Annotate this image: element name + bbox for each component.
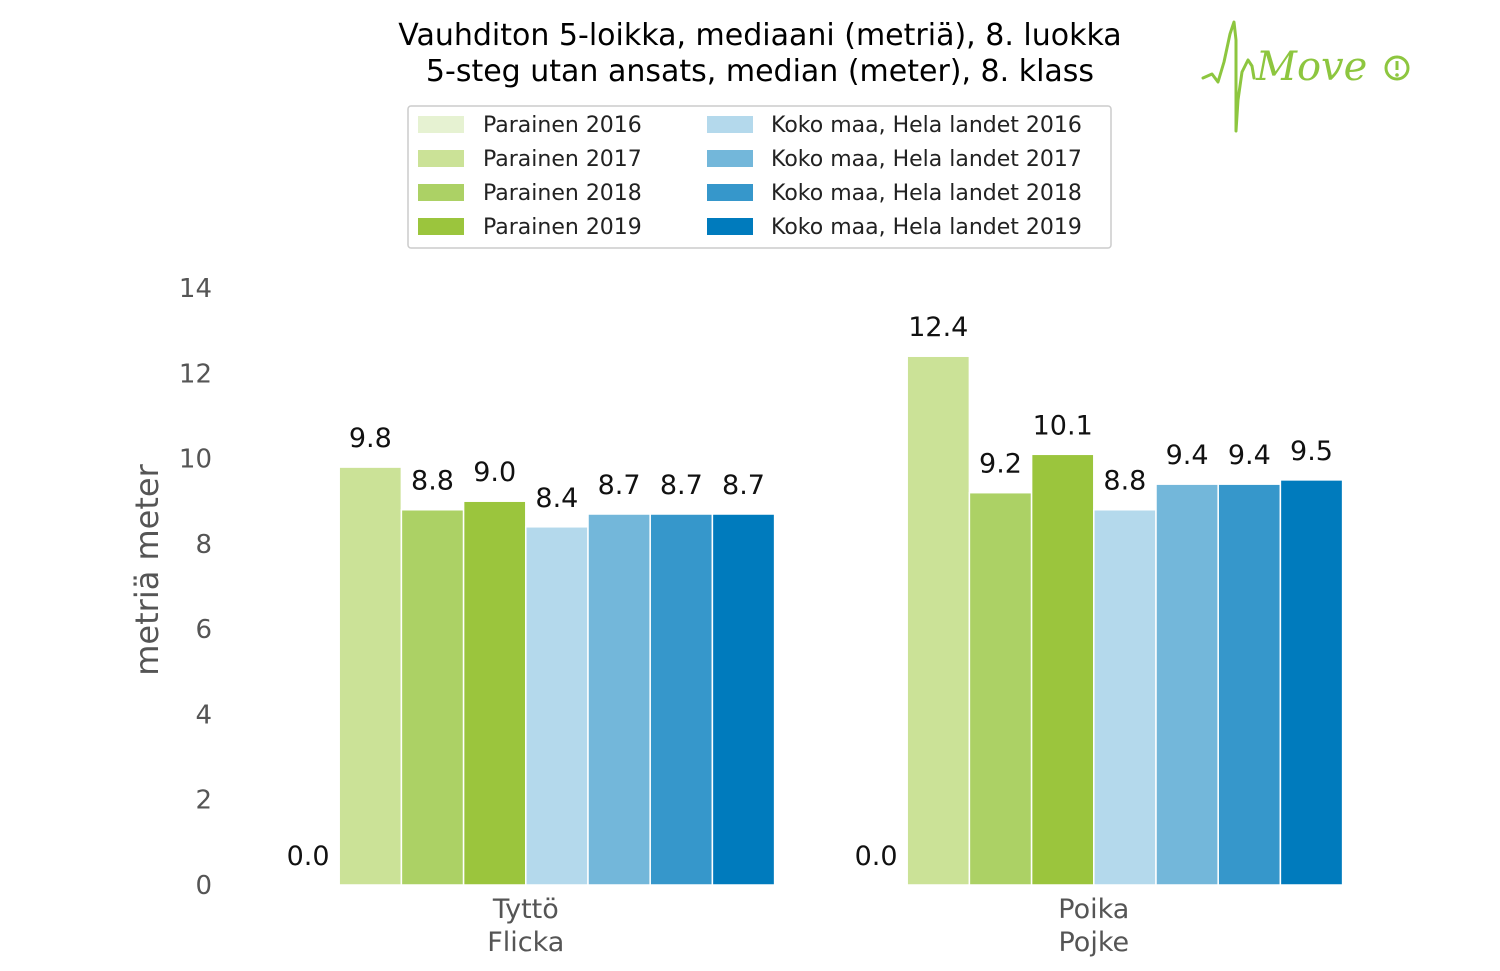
value-label-2-8: 9.5 [1290,436,1333,467]
value-label-2-5: 8.8 [1103,466,1146,497]
move-logo-icon [1201,20,1256,133]
value-label-1-7: 8.7 [660,470,703,501]
legend-swatch-5 [707,116,753,133]
y-axis-label: metriä meter [128,463,166,675]
bars [338,355,1344,886]
bar-1-2 [338,466,403,886]
exclamation-dot [1395,73,1399,77]
move-logo: Move [1201,20,1410,133]
value-label-2-1: 0.0 [855,841,898,872]
value-label-2-6: 9.4 [1166,440,1209,471]
bar-1-4 [462,500,527,886]
legend-label-1: Parainen 2016 [483,113,642,138]
legend: Parainen 2016 Parainen 2017 Parainen 2018 P… [407,105,1112,249]
y-axis: 0 2 4 6 8 10 12 14 metriä meter [128,274,212,901]
y-tick-label: 12 [179,359,212,389]
value-label-2-7: 9.4 [1228,440,1271,471]
title-line-2: 5-steg utan ansats, median (meter), 8. k… [426,54,1094,89]
bar-2-2 [906,355,971,886]
legend-label-2: Parainen 2017 [483,147,642,172]
y-tick-label: 10 [179,445,212,475]
value-label-1-6: 8.7 [598,470,641,501]
exclamation-circle-icon [1384,55,1410,81]
bar-1-6 [587,513,651,886]
y-tick-label: 14 [179,274,212,304]
legend-label-8: Koko maa, Hela landet 2019 [771,215,1082,240]
bar-2-4 [1030,453,1095,886]
value-label-1-4: 9.0 [473,457,516,488]
bar-1-7 [649,513,714,886]
value-label-1-1: 0.0 [287,841,330,872]
bar-1-5 [525,526,589,886]
legend-swatch-8 [707,218,753,235]
x-category-label: Tyttö [492,894,559,925]
legend-label-7: Koko maa, Hela landet 2018 [771,181,1082,206]
legend-swatch-3 [418,184,464,201]
x-category-label: Poika [1058,894,1129,925]
y-tick-label: 8 [195,530,212,560]
legend-label-5: Koko maa, Hela landet 2016 [771,113,1082,138]
value-label-1-3: 8.8 [411,466,454,497]
y-tick-label: 6 [195,615,212,645]
move-logo-text: Move [1255,44,1367,90]
legend-swatch-7 [707,184,753,201]
legend-label-4: Parainen 2019 [483,215,642,240]
value-label-2-2: 12.4 [908,312,968,343]
y-tick-label: 4 [195,700,212,730]
value-label-2-4: 10.1 [1033,410,1093,441]
bar-1-8 [711,513,776,886]
value-label-1-8: 8.7 [722,470,765,501]
bar-2-7 [1217,483,1282,886]
x-category-sublabel: Flicka [487,927,564,958]
legend-label-6: Koko maa, Hela landet 2017 [771,147,1082,172]
legend-swatch-6 [707,150,753,167]
legend-label-3: Parainen 2018 [483,181,642,206]
bar-2-8 [1279,479,1344,886]
x-category-sublabel: Pojke [1058,927,1129,958]
title-line-1: Vauhditon 5-loikka, mediaani (metriä), 8… [398,18,1121,53]
y-tick-label: 2 [195,786,212,816]
chart-title: Vauhditon 5-loikka, mediaani (metriä), 8… [398,18,1121,89]
y-tick-label: 0 [195,871,212,901]
bar-2-5 [1093,508,1157,886]
bar-2-3 [968,491,1033,886]
legend-swatch-4 [418,218,464,235]
bar-1-3 [400,508,465,886]
value-label-1-5: 8.4 [535,483,578,514]
value-label-2-3: 9.2 [979,449,1022,480]
value-labels: 0.0 9.8 8.8 9.0 8.4 8.7 8.7 8.7 0.0 12.4 9.2 10.1 8.… [287,312,1333,872]
value-label-1-2: 9.8 [349,423,392,454]
legend-frame [407,105,1112,249]
legend-swatch-2 [418,150,464,167]
legend-swatch-1 [418,116,464,133]
bar-2-6 [1155,483,1219,886]
